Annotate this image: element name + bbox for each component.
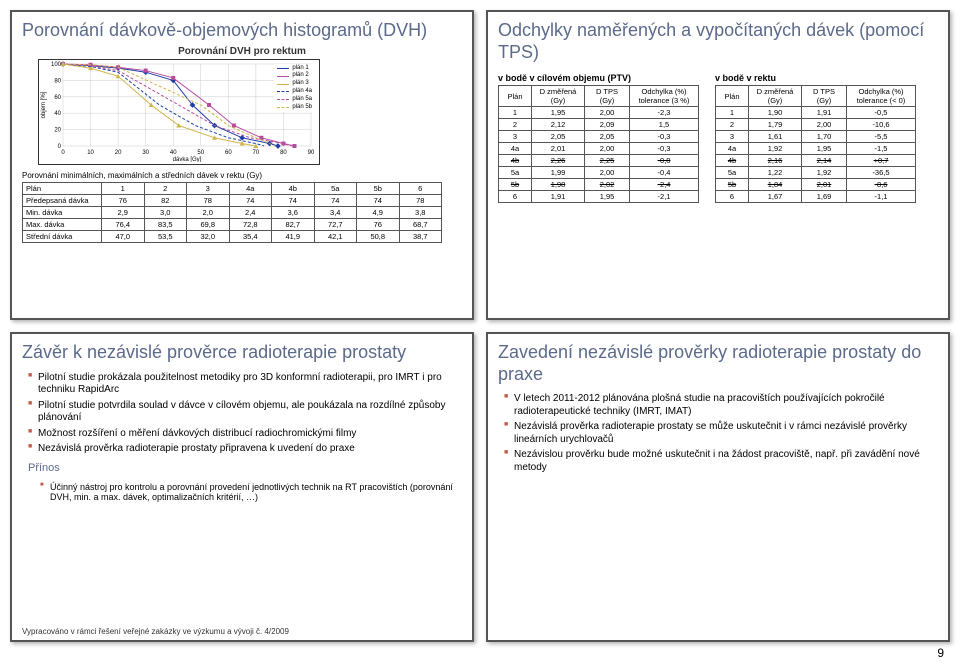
chart-legend: plán 1plán 2plán 3plán 4aplán 5aplán 5b bbox=[274, 64, 315, 113]
slide-title: Porovnání dávkově-objemových histogramů … bbox=[22, 20, 462, 42]
slide-3: Závěr k nezávislé prověrce radioterapie … bbox=[10, 332, 474, 642]
ptv-head: v bodě v cílovém objemu (PTV) bbox=[498, 73, 699, 83]
svg-text:20: 20 bbox=[115, 150, 122, 156]
svg-text:80: 80 bbox=[280, 150, 287, 156]
slide-title: Závěr k nezávislé prověrce radioterapie … bbox=[22, 342, 462, 364]
slide-4: Zavedení nezávislé prověrky radioterapie… bbox=[486, 332, 950, 642]
svg-text:100: 100 bbox=[51, 62, 62, 68]
slide-1: Porovnání dávkově-objemových histogramů … bbox=[10, 10, 474, 320]
dose-table: Plán1234a4b5a5b6Předepsaná dávka76827874… bbox=[22, 182, 442, 243]
slide-title: Odchylky naměřených a vypočítaných dávek… bbox=[498, 20, 938, 63]
subhead: Přínos bbox=[28, 462, 462, 474]
page-number: 9 bbox=[10, 646, 950, 660]
bullets: V letech 2011-2012 plánována plošná stud… bbox=[498, 393, 938, 474]
svg-text:dávka [Gy]: dávka [Gy] bbox=[173, 157, 202, 162]
svg-text:0: 0 bbox=[61, 150, 65, 156]
svg-text:objem [%]: objem [%] bbox=[41, 91, 47, 118]
rektu-head: v bodě v rektu bbox=[715, 73, 916, 83]
svg-text:70: 70 bbox=[253, 150, 260, 156]
svg-text:40: 40 bbox=[54, 111, 61, 117]
footer: Vypracováno v rámci řešení veřejné zakáz… bbox=[22, 627, 289, 636]
svg-text:50: 50 bbox=[197, 150, 204, 156]
svg-text:60: 60 bbox=[54, 94, 61, 100]
slide-title: Zavedení nezávislé prověrky radioterapie… bbox=[498, 342, 938, 385]
svg-text:90: 90 bbox=[308, 150, 315, 156]
svg-text:10: 10 bbox=[87, 150, 94, 156]
svg-text:30: 30 bbox=[142, 150, 149, 156]
table-subtitle: Porovnání minimálních, maximálních a stř… bbox=[22, 171, 462, 180]
chart-title: Porovnání DVH pro rektum bbox=[22, 46, 462, 57]
svg-text:40: 40 bbox=[170, 150, 177, 156]
svg-text:60: 60 bbox=[225, 150, 232, 156]
svg-text:20: 20 bbox=[54, 127, 61, 133]
bullets: Pilotní studie prokázala použitelnost me… bbox=[22, 372, 462, 456]
ptv-table: PlánD změřená (Gy)D TPS (Gy)Odchylka (%)… bbox=[498, 85, 699, 203]
dvh-chart: 0204060801000102030405060708090dávka [Gy… bbox=[38, 59, 320, 165]
svg-text:80: 80 bbox=[54, 78, 61, 84]
slide-2: Odchylky naměřených a vypočítaných dávek… bbox=[486, 10, 950, 320]
bullets2: Účinný nástroj pro kontrolu a porovnání … bbox=[22, 482, 462, 502]
rektu-table: PlánD změřená (Gy)D TPS (Gy)Odchylka (%)… bbox=[715, 85, 916, 203]
